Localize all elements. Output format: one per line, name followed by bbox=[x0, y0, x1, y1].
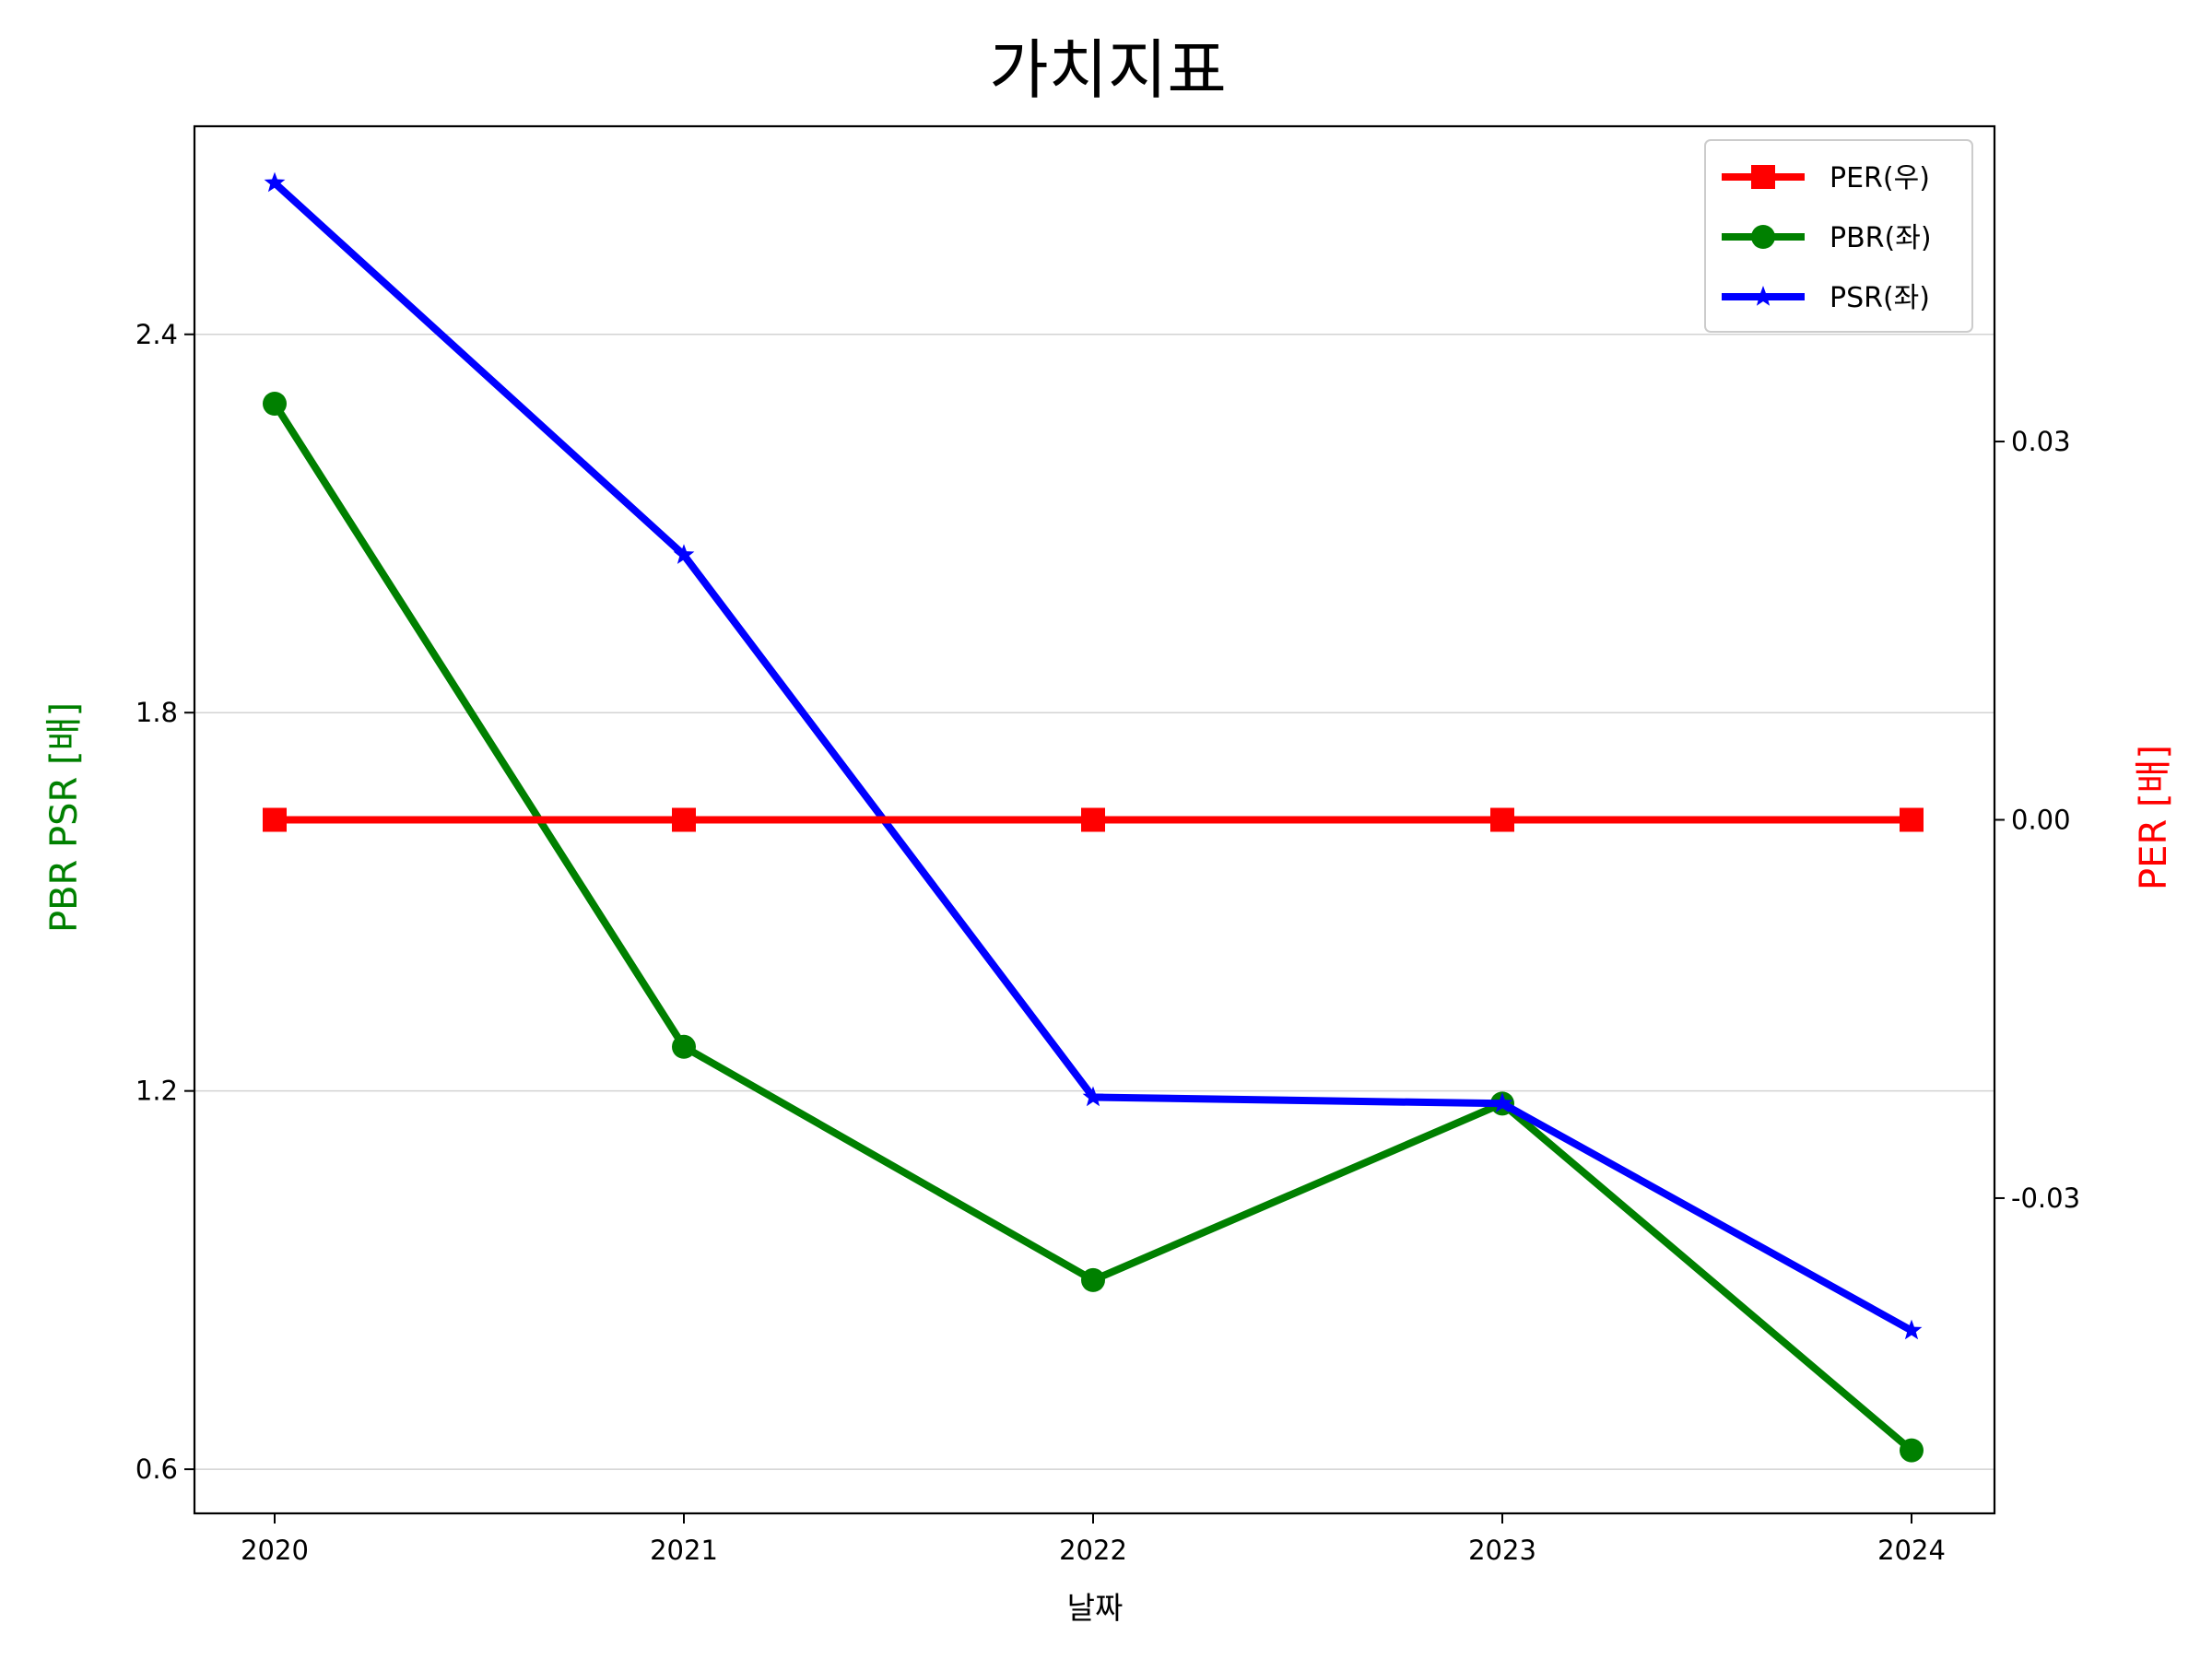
y-axis-left-label: PBR PSR [배] bbox=[43, 702, 86, 933]
data-point bbox=[1491, 1092, 1513, 1112]
y-axis-right: -0.03 0.00 0.03 bbox=[1994, 426, 2080, 1214]
x-tick-label: 2022 bbox=[1059, 1535, 1127, 1566]
data-point bbox=[673, 544, 695, 564]
data-point bbox=[263, 807, 287, 832]
data-point bbox=[1081, 1267, 1105, 1292]
data-point bbox=[1900, 1319, 1923, 1340]
data-point bbox=[672, 807, 696, 832]
series-PSR(좌) bbox=[264, 171, 1923, 1340]
y-right-tick-label: -0.03 bbox=[2011, 1182, 2080, 1214]
legend-marker bbox=[1752, 286, 1774, 306]
x-tick-label: 2023 bbox=[1468, 1535, 1536, 1566]
legend-marker bbox=[1751, 225, 1775, 249]
data-point bbox=[264, 171, 286, 193]
legend-marker bbox=[1751, 165, 1775, 189]
x-tick-label: 2021 bbox=[650, 1535, 718, 1566]
data-point bbox=[672, 1034, 696, 1059]
x-tick-label: 2024 bbox=[1877, 1535, 1946, 1566]
y-axis-right-label: PER [배] bbox=[2133, 745, 2175, 890]
legend: PER(우) PBR(좌) PSR(좌) bbox=[1704, 139, 1973, 333]
x-axis-label: 날짜 bbox=[1067, 1590, 1124, 1626]
data-point bbox=[1082, 1086, 1104, 1107]
series-PER(우) bbox=[263, 807, 1924, 832]
y-left-tick-label: 1.8 bbox=[135, 697, 178, 728]
y-left-tick-label: 1.2 bbox=[135, 1076, 178, 1107]
y-left-tick-label: 0.6 bbox=[135, 1453, 178, 1485]
y-axis-left: 0.6 1.2 1.8 2.4 bbox=[135, 319, 194, 1485]
series-layer bbox=[263, 171, 1924, 1463]
x-tick-label: 2020 bbox=[241, 1535, 309, 1566]
x-axis: 2020 2021 2022 2023 2024 bbox=[241, 1513, 1946, 1566]
y-right-tick-label: 0.00 bbox=[2011, 805, 2071, 836]
legend-label: PER(우) bbox=[1830, 162, 1930, 194]
legend-label: PSR(좌) bbox=[1830, 282, 1930, 314]
legend-label: PBR(좌) bbox=[1830, 222, 1932, 254]
data-point bbox=[1900, 1438, 1924, 1463]
data-point bbox=[1490, 807, 1514, 832]
chart-title: 가치지표 bbox=[989, 32, 1227, 108]
y-left-tick-label: 2.4 bbox=[135, 319, 178, 350]
y-right-tick-label: 0.03 bbox=[2011, 426, 2071, 457]
series-PBR(좌) bbox=[263, 392, 1924, 1463]
data-point bbox=[1900, 807, 1924, 832]
data-point bbox=[263, 392, 287, 416]
data-point bbox=[1081, 807, 1105, 832]
